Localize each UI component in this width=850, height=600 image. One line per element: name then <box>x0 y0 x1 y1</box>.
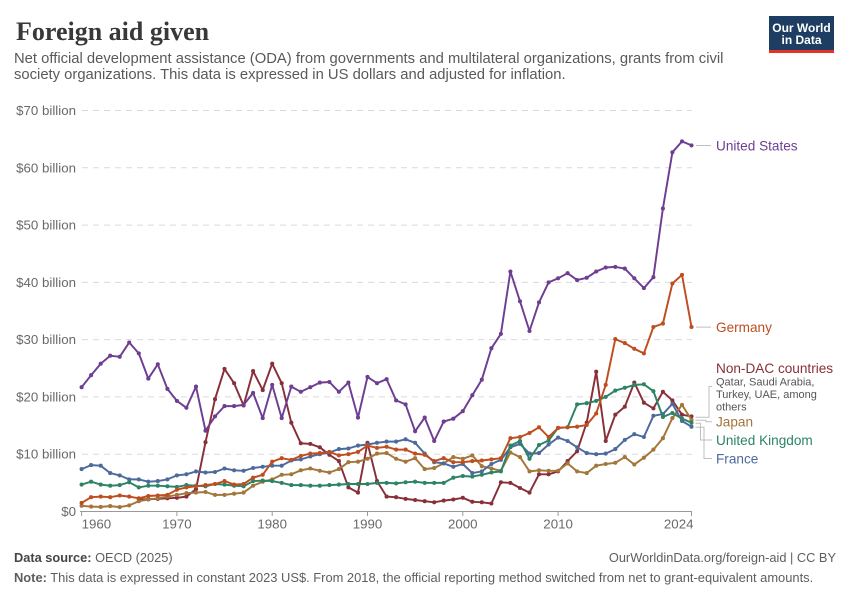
svg-text:Non-DAC countries: Non-DAC countries <box>716 361 833 376</box>
svg-text:Qatar, Saudi Arabia,: Qatar, Saudi Arabia, <box>716 377 814 389</box>
svg-text:$60 billion: $60 billion <box>16 160 76 175</box>
svg-text:1970: 1970 <box>162 517 192 532</box>
svg-text:$30 billion: $30 billion <box>16 332 76 347</box>
svg-text:$70 billion: $70 billion <box>16 103 76 118</box>
svg-text:$40 billion: $40 billion <box>16 275 76 290</box>
svg-text:$20 billion: $20 billion <box>16 389 76 404</box>
svg-text:$0: $0 <box>61 504 76 519</box>
svg-text:Turkey, UAE, among: Turkey, UAE, among <box>716 389 817 401</box>
svg-text:2024: 2024 <box>664 517 694 532</box>
svg-text:$50 billion: $50 billion <box>16 218 76 233</box>
svg-text:Germany: Germany <box>716 320 772 335</box>
svg-text:others: others <box>716 402 747 414</box>
svg-text:United Kingdom: United Kingdom <box>716 433 813 448</box>
svg-text:2010: 2010 <box>543 517 573 532</box>
svg-text:1990: 1990 <box>353 517 383 532</box>
svg-text:2000: 2000 <box>448 517 478 532</box>
svg-text:$10 billion: $10 billion <box>16 447 76 462</box>
svg-text:France: France <box>716 452 758 467</box>
svg-text:1980: 1980 <box>257 517 287 532</box>
svg-text:United States: United States <box>716 139 798 154</box>
svg-text:Japan: Japan <box>716 415 753 430</box>
svg-text:1960: 1960 <box>82 517 112 532</box>
